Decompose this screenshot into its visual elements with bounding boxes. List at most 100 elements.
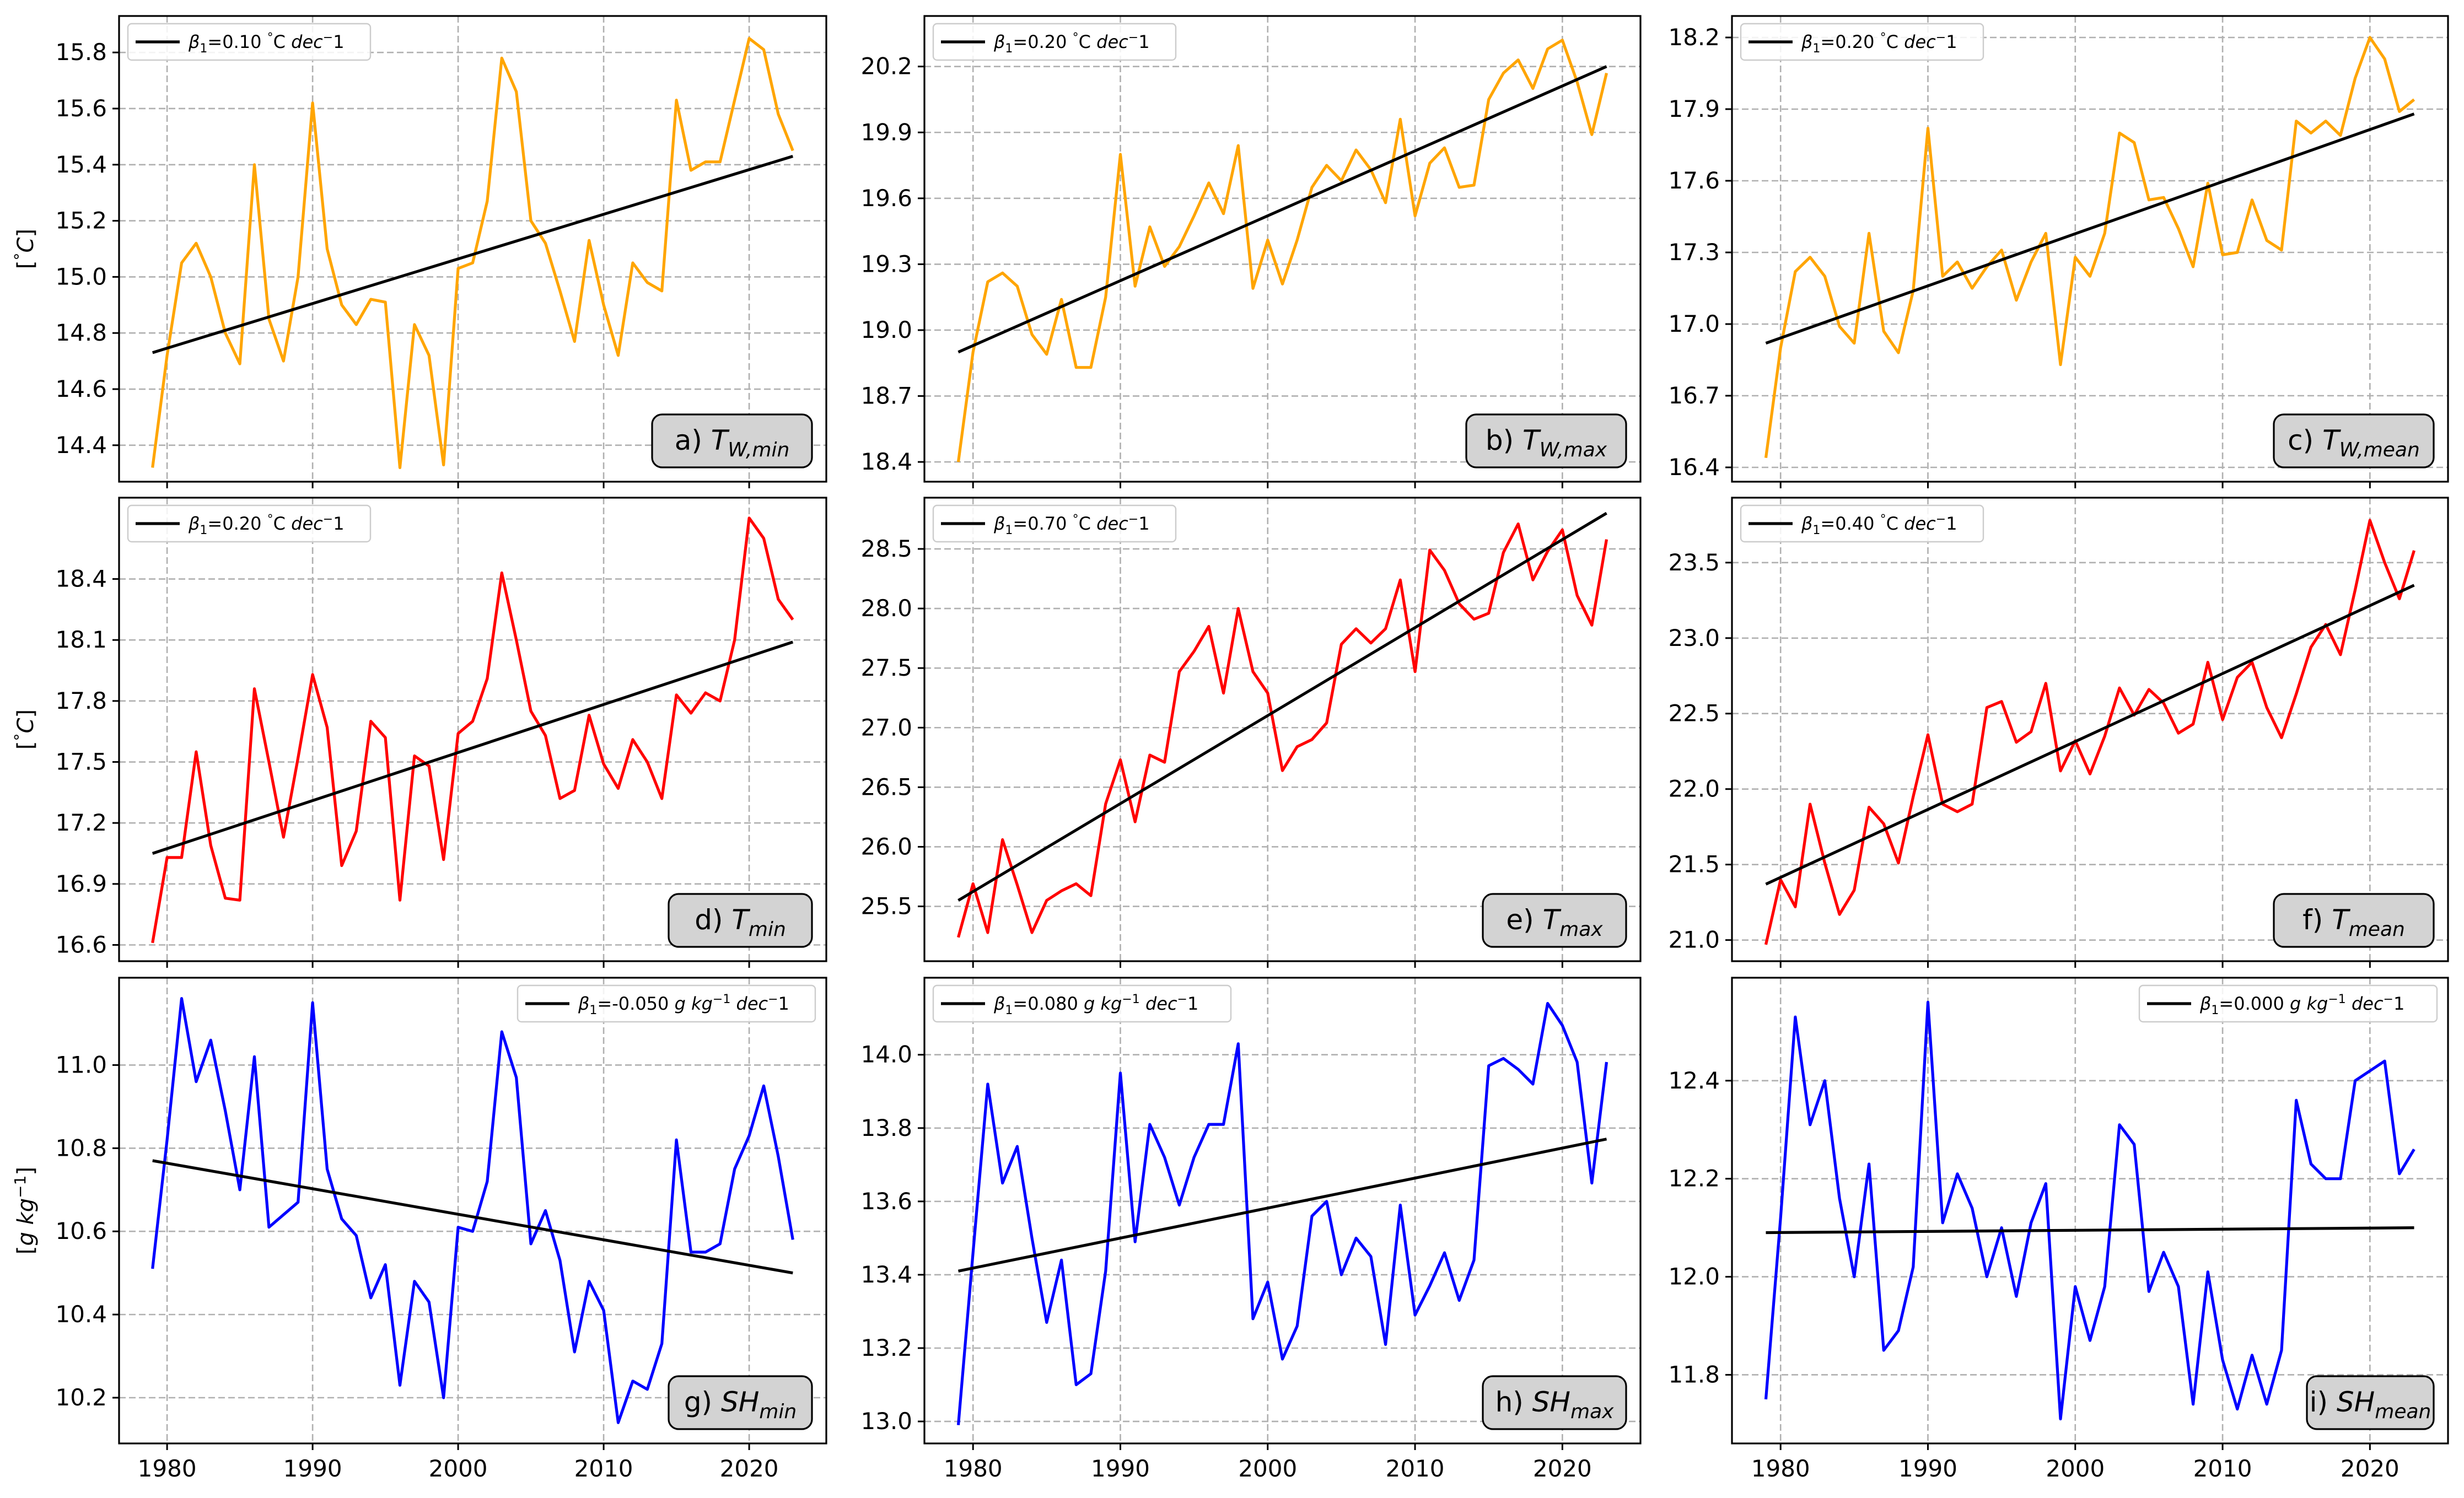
panel-label-box: [1482, 1375, 1627, 1430]
legend-box: [932, 504, 1177, 543]
legend: β1=0.000 g kg−1 dec−1: [2138, 984, 2438, 1023]
y-tick-label: 12.2: [1668, 1165, 1720, 1192]
y-tick-label: 17.9: [1668, 95, 1720, 122]
axes-frame: [118, 977, 827, 1445]
y-tick-label: 14.6: [55, 375, 107, 402]
y-tick-label: 17.3: [1668, 239, 1720, 266]
panel-label: f) Tmean: [2273, 893, 2435, 948]
y-tick-label: 19.0: [860, 316, 912, 343]
x-tick-label: 1990: [283, 1455, 342, 1482]
y-tick-label: 10.8: [55, 1134, 107, 1161]
legend-box: [932, 23, 1177, 61]
y-tick-label: 18.7: [860, 382, 912, 409]
axes-frame: [118, 497, 827, 962]
panel-label: a) TW,min: [651, 413, 813, 468]
y-tick-label: 27.0: [860, 714, 912, 741]
y-tick-label: 20.2: [860, 53, 912, 80]
legend-box: [127, 504, 372, 543]
trend-line: [957, 65, 1607, 354]
y-tick-label: 14.4: [55, 432, 107, 459]
trend-line: [1766, 1226, 2414, 1235]
y-tick-label: 13.8: [860, 1114, 912, 1141]
y-tick-label: 21.0: [1668, 926, 1720, 953]
axes-frame: [923, 497, 1642, 962]
y-tick-label: 23.0: [1668, 624, 1720, 651]
panel-label: g) SHmin: [668, 1375, 813, 1430]
x-tick-label: 1990: [1091, 1455, 1150, 1482]
x-tick-label: 2010: [574, 1455, 633, 1482]
y-tick-label: 18.4: [55, 565, 107, 592]
legend-label: β1=0.40 °C dec−1: [1801, 513, 1957, 537]
panel-f: 21.0 21.5 22.0 22.5 23.0 23.5 β1=0.40 °C dec−1…: [1668, 497, 2449, 968]
y-tick-label: 10.2: [55, 1384, 107, 1411]
y-tick-label: 16.6: [55, 931, 107, 958]
legend-box: [1740, 504, 1984, 543]
panel-label: i) SHmean: [2306, 1375, 2435, 1430]
y-tick-label: 15.8: [55, 39, 107, 66]
data-series-line: [151, 37, 794, 470]
legend-box: [1740, 23, 1984, 61]
y-tick-label: 18.4: [860, 448, 912, 475]
legend-label: β1=-0.050 g kg−1 dec−1: [578, 993, 789, 1017]
panel-g: 10.2 10.4 10.6 10.8 11.0 1980 1990 2000 2010 2020…: [11, 977, 827, 1482]
y-tick-label: 17.6: [1668, 167, 1720, 194]
legend-label: β1=0.20 °C dec−1: [993, 31, 1150, 56]
y-tick-label: 26.5: [860, 773, 912, 800]
axes-frame: [1731, 15, 2449, 483]
legend-label: β1=0.20 °C dec−1: [188, 513, 345, 537]
axes-frame: [1731, 497, 2449, 962]
panel-label-text: f) Tmean: [2302, 904, 2405, 941]
panel-label: e) Tmax: [1482, 893, 1627, 948]
panel-label-box: [1482, 893, 1627, 948]
trend-line: [1765, 584, 2415, 886]
x-tick-label: 1980: [944, 1455, 1003, 1482]
x-tick-label: 1990: [1898, 1455, 1957, 1482]
y-tick-label: 22.0: [1668, 775, 1720, 802]
y-tick-label: 11.8: [1668, 1361, 1720, 1388]
x-tick-label: 2000: [2046, 1455, 2105, 1482]
legend-label: β1=0.000 g kg−1 dec−1: [2199, 993, 2404, 1017]
legend: β1=0.40 °C dec−1: [1740, 504, 1984, 543]
panel-label-box: [2273, 413, 2435, 468]
panel-label-box: [1465, 413, 1627, 468]
y-tick-label: 12.0: [1668, 1263, 1720, 1290]
y-tick-label: 14.0: [860, 1041, 912, 1068]
trend-line: [957, 511, 1607, 902]
panel-d: 16.6 16.9 17.2 17.5 17.8 18.1 18.4 [°C] β1=0.20 …: [11, 497, 827, 968]
legend-box: [127, 23, 372, 61]
y-tick-label: 13.0: [860, 1408, 912, 1435]
panel-label-text: d) Tmin: [695, 904, 786, 941]
y-tick-label: 23.5: [1668, 549, 1720, 576]
trend-line: [1765, 112, 2415, 345]
data-series-line: [956, 39, 1608, 462]
legend: β1=-0.050 g kg−1 dec−1: [517, 984, 816, 1023]
y-tick-label: 16.9: [55, 870, 107, 897]
y-axis-label: [°C]: [11, 709, 39, 750]
y-tick-label: 27.5: [860, 654, 912, 681]
panel-label: h) SHmax: [1482, 1375, 1627, 1430]
y-tick-label: 13.6: [860, 1188, 912, 1215]
data-series-line: [956, 1001, 1608, 1425]
legend: β1=0.20 °C dec−1: [127, 504, 372, 543]
trend-line: [957, 1138, 1607, 1273]
x-tick-label: 2000: [429, 1455, 488, 1482]
data-series-line: [151, 516, 794, 944]
y-tick-label: 15.4: [55, 151, 107, 178]
y-tick-label: 17.8: [55, 687, 107, 714]
y-tick-label: 28.5: [860, 535, 912, 562]
y-axis-label: [°C]: [11, 229, 39, 269]
legend-box: [2138, 984, 2438, 1023]
panel-label-text: c) TW,mean: [2288, 424, 2420, 461]
y-tick-label: 28.0: [860, 595, 912, 622]
x-tick-label: 2020: [720, 1455, 779, 1482]
trend-line: [152, 1159, 793, 1275]
panel-label-text: a) TW,min: [675, 424, 790, 461]
y-tick-label: 17.0: [1668, 310, 1720, 337]
x-tick-label: 2010: [2193, 1455, 2252, 1482]
panel-label-box: [2306, 1375, 2435, 1430]
y-tick-label: 26.0: [860, 833, 912, 860]
y-tick-label: 17.5: [55, 748, 107, 775]
panel-label: c) TW,mean: [2273, 413, 2435, 468]
y-tick-label: 18.1: [55, 626, 107, 653]
y-tick-label: 15.2: [55, 207, 107, 234]
